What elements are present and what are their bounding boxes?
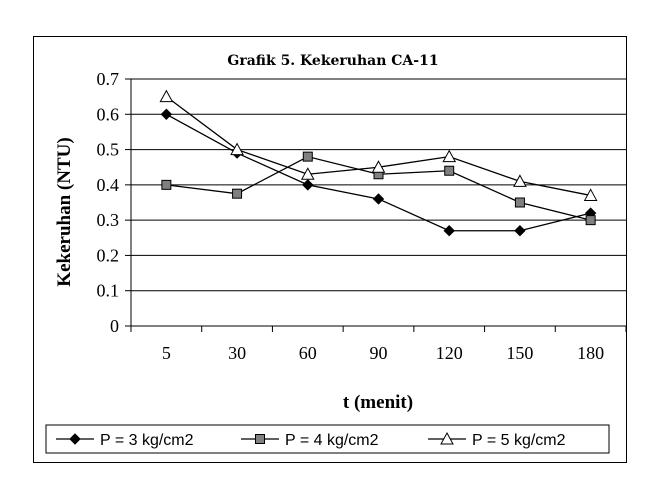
y-tick-label: 0 <box>110 316 119 336</box>
triangle-marker <box>159 89 174 103</box>
x-tick-label: 120 <box>436 343 463 363</box>
triangle-marker <box>513 174 527 187</box>
square-marker <box>255 434 265 444</box>
y-tick-label: 0.2 <box>97 245 120 265</box>
y-tick-label: 0.1 <box>97 281 120 301</box>
legend-item: P = 4 kg/cm2 <box>241 432 379 449</box>
legend-item: P = 3 kg/cm2 <box>56 432 194 449</box>
triangle-marker <box>300 167 315 180</box>
y-tick-label: 0.7 <box>97 69 120 89</box>
chart-frame <box>33 36 627 463</box>
legend-box <box>45 424 610 454</box>
y-tick-label: 0.4 <box>97 175 120 195</box>
triangle-marker <box>371 160 386 173</box>
series-group <box>159 89 598 237</box>
diamond-marker <box>514 225 526 237</box>
y-tick-label: 0.6 <box>97 104 120 124</box>
series-triangle <box>159 89 598 201</box>
square-marker <box>514 197 525 208</box>
x-axis-ticks: 5 30 60 90 120 150 180 <box>130 326 627 363</box>
legend: P = 3 kg/cm2 P = 4 kg/cm2 P = 5 kg/cm2 <box>45 424 610 454</box>
square-marker <box>302 151 313 162</box>
diamond-marker <box>372 193 385 205</box>
legend-item: P = 5 kg/cm2 <box>428 431 566 449</box>
x-tick-label: 60 <box>299 343 317 363</box>
diamond-marker <box>160 108 173 120</box>
chart-title: Grafik 5. Kekeruhan CA-11 <box>227 53 438 69</box>
y-axis-title: Kekeruhan (NTU) <box>54 137 75 286</box>
legend-label: P = 5 kg/cm2 <box>472 432 566 449</box>
diamond-marker <box>443 225 455 237</box>
triangle-marker <box>440 431 454 445</box>
x-tick-label: 5 <box>162 343 171 363</box>
x-tick-label: 180 <box>577 343 604 363</box>
gridlines <box>131 78 626 292</box>
x-tick-label: 30 <box>228 343 246 363</box>
x-tick-label: 150 <box>506 343 533 363</box>
axes <box>130 79 626 327</box>
x-axis-title: t (menit) <box>343 392 413 413</box>
triangle-marker <box>230 142 244 156</box>
diamond-marker <box>302 179 314 191</box>
x-tick-label: 90 <box>370 343 388 363</box>
series-square <box>161 151 596 226</box>
square-marker <box>585 215 596 226</box>
y-axis-ticks: 0 0.1 0.2 0.3 0.4 0.5 0.6 0.7 <box>97 69 131 336</box>
triangle-marker <box>442 149 457 163</box>
legend-label: P = 3 kg/cm2 <box>100 432 194 449</box>
series-line <box>165 96 591 197</box>
square-marker <box>232 188 243 199</box>
legend-label: P = 4 kg/cm2 <box>285 432 379 449</box>
y-tick-label: 0.5 <box>97 140 120 160</box>
triangle-marker <box>583 188 598 201</box>
diamond-marker <box>69 433 81 445</box>
square-marker <box>444 165 455 176</box>
square-marker <box>161 179 172 190</box>
y-tick-label: 0.3 <box>97 210 120 230</box>
